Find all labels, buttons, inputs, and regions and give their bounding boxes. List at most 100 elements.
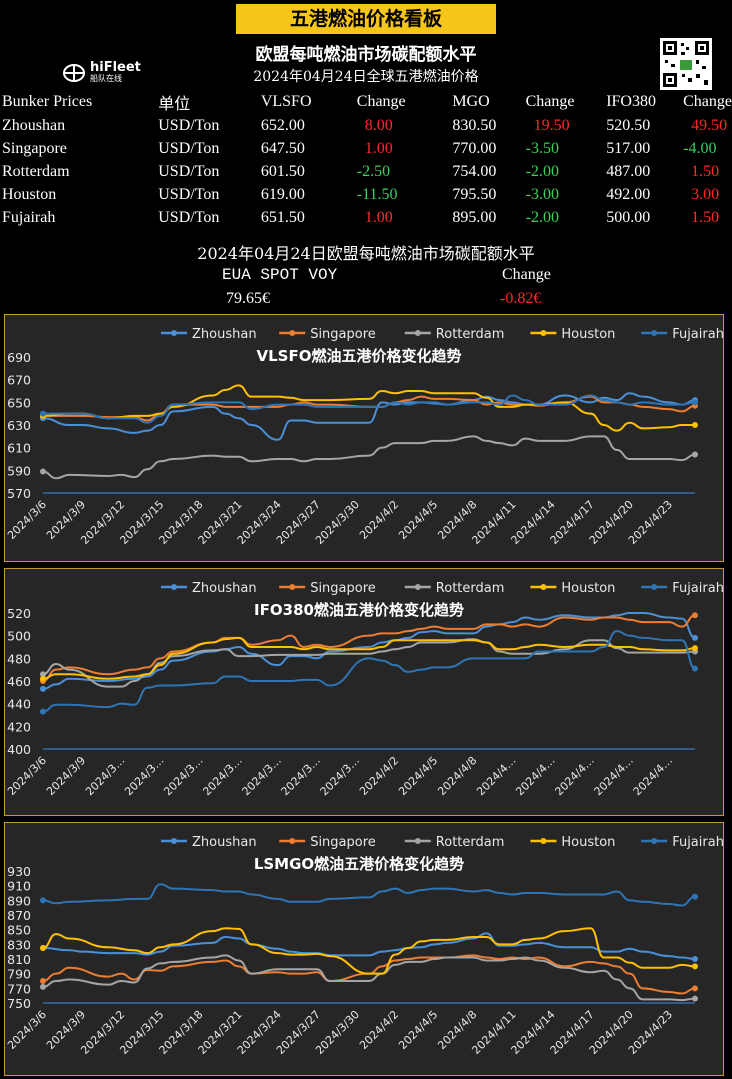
cell-ifo: 517.00 bbox=[606, 139, 651, 157]
cell-ifo: 500.00 bbox=[606, 208, 651, 226]
legend-marker bbox=[540, 330, 547, 336]
series-line-fujairah bbox=[43, 394, 696, 424]
x-tick-label: 2024/4/2 bbox=[357, 754, 401, 798]
table-row: Fujairah USD/Ton 651.50 1.00 895.00 -2.00 500.… bbox=[2, 206, 732, 229]
series-end-point bbox=[692, 995, 698, 1002]
logo-text: hiFleet bbox=[90, 60, 141, 75]
series-line-rotterdam bbox=[42, 435, 696, 480]
x-tick-label: 2024/3… bbox=[122, 754, 166, 798]
chart-title: IFO380燃油五港价格变化趋势 bbox=[254, 601, 464, 619]
y-tick-label: 400 bbox=[7, 742, 31, 757]
cell-ifo-chg: 3.00 bbox=[691, 185, 720, 203]
y-tick-label: 480 bbox=[7, 651, 31, 666]
y-tick-label: 890 bbox=[7, 893, 31, 908]
cell-mgo-chg: -2.00 bbox=[525, 162, 559, 180]
legend-marker bbox=[651, 838, 658, 844]
y-tick-label: 910 bbox=[7, 879, 31, 894]
series-start-point bbox=[40, 671, 46, 678]
series-end-point bbox=[692, 634, 698, 641]
x-tick-label: 2024/4/5 bbox=[396, 498, 440, 542]
cell-mgo: 754.00 bbox=[452, 162, 497, 180]
x-tick-label: 2024/3/6 bbox=[5, 1008, 49, 1052]
table-header: Change bbox=[356, 93, 406, 110]
board-subtitle: 欧盟每吨燃油市场碳配额水平 bbox=[255, 45, 477, 65]
hifleet-logo: hiFleet 船队在线 bbox=[62, 60, 152, 84]
x-tick-label: 2024/3… bbox=[318, 754, 362, 798]
series-line-rotterdam bbox=[42, 954, 696, 1002]
eua-title: 2024年04月24日欧盟每吨燃油市场碳配额水平 bbox=[197, 244, 535, 263]
legend-marker bbox=[540, 584, 547, 590]
legend-label: Fujairah bbox=[672, 835, 723, 850]
chart-title: LSMGO燃油五港价格变化趋势 bbox=[254, 855, 464, 873]
lsmgo-chart-panel: Zhoushan Singapore Rotterdam Houston Fujaira… bbox=[4, 822, 724, 1076]
cell-ifo-chg: 49.50 bbox=[691, 116, 728, 134]
x-tick-label: 2024/3… bbox=[240, 754, 284, 798]
legend-label: Rotterdam bbox=[436, 581, 505, 596]
y-tick-label: 930 bbox=[7, 864, 31, 879]
cell-mgo: 830.50 bbox=[452, 116, 497, 134]
legend-label: Singapore bbox=[310, 581, 376, 596]
cell-vlsfo: 651.50 bbox=[260, 208, 305, 226]
table-row: Zhoushan USD/Ton 652.00 8.00 830.50 19.50 520.… bbox=[2, 114, 732, 137]
cell-unit: USD/Ton bbox=[158, 116, 220, 134]
table-header: MGO bbox=[452, 93, 490, 110]
cell-mgo: 895.00 bbox=[452, 208, 497, 226]
x-tick-label: 2024/3… bbox=[161, 754, 205, 798]
cell-vlsfo: 601.50 bbox=[260, 162, 305, 180]
cell-ifo: 487.00 bbox=[606, 162, 651, 180]
cell-ifo-chg: 1.50 bbox=[691, 162, 720, 180]
legend-marker bbox=[289, 584, 296, 590]
qr-code-icon bbox=[660, 38, 712, 90]
legend-label: Fujairah bbox=[672, 327, 723, 342]
x-tick-label: 2024/4/5 bbox=[396, 1008, 440, 1052]
y-tick-label: 610 bbox=[7, 441, 31, 456]
table-row: Houston USD/Ton 619.00 -11.50 795.50 -3.00 492… bbox=[2, 183, 732, 206]
series-end-point bbox=[692, 612, 698, 619]
chart-title: VLSFO燃油五港价格变化趋势 bbox=[257, 347, 462, 365]
series-line-houston bbox=[42, 384, 695, 432]
legend-label: Singapore bbox=[310, 835, 376, 850]
legend-marker bbox=[651, 584, 658, 590]
cell-unit: USD/Ton bbox=[158, 185, 220, 203]
cell-vlsfo-chg: 1.00 bbox=[364, 139, 393, 157]
legend-marker bbox=[651, 330, 658, 336]
series-end-point bbox=[692, 645, 698, 652]
series-end-point bbox=[692, 963, 698, 970]
cell-mgo-chg: -2.00 bbox=[525, 208, 559, 226]
y-tick-label: 440 bbox=[7, 697, 31, 712]
series-start-point bbox=[40, 978, 46, 984]
cell-mgo-chg: 19.50 bbox=[533, 116, 570, 134]
legend-marker bbox=[171, 584, 177, 590]
series-start-point bbox=[40, 897, 46, 904]
x-tick-label: 2024/3/6 bbox=[5, 498, 49, 542]
series-end-point bbox=[692, 422, 698, 428]
legend-label: Fujairah bbox=[672, 581, 723, 596]
cell-vlsfo-chg: -2.50 bbox=[356, 162, 391, 180]
cell-vlsfo-chg: 8.00 bbox=[364, 116, 393, 134]
series-end-point bbox=[692, 956, 698, 962]
cell-port: Fujairah bbox=[2, 208, 56, 226]
cell-vlsfo: 619.00 bbox=[260, 185, 305, 203]
y-tick-label: 790 bbox=[7, 967, 31, 982]
bunker-price-table: Bunker Prices 单位 VLSFO Change MGO Change… bbox=[2, 90, 732, 229]
y-tick-label: 810 bbox=[7, 952, 31, 967]
ifo380-chart: Zhoushan Singapore Rotterdam Houston Fujaira… bbox=[5, 581, 724, 798]
logo-subtext: 船队在线 bbox=[90, 74, 122, 83]
cell-mgo: 770.00 bbox=[452, 139, 497, 157]
table-header-row: Bunker Prices 单位 VLSFO Change MGO Change… bbox=[2, 90, 732, 114]
series-end-point bbox=[692, 893, 698, 900]
cell-ifo-chg: 1.50 bbox=[691, 208, 720, 226]
vlsfo-chart-panel: Zhoushan Singapore Rotterdam Houston Fujaira… bbox=[4, 314, 724, 562]
y-tick-label: 770 bbox=[7, 981, 31, 996]
y-tick-label: 670 bbox=[7, 373, 31, 388]
x-tick-label: 2024/4/5 bbox=[396, 754, 440, 798]
y-tick-label: 690 bbox=[7, 350, 31, 365]
cell-mgo-chg: -3.00 bbox=[525, 185, 559, 203]
x-tick-label: 2024/4… bbox=[513, 754, 557, 798]
x-tick-label: 2024/3… bbox=[200, 754, 244, 798]
legend-marker bbox=[540, 838, 547, 844]
series-line-fujairah bbox=[42, 883, 696, 907]
legend-marker bbox=[414, 584, 421, 590]
series-start-point bbox=[40, 945, 46, 951]
eua-label: EUA SPOT VOY bbox=[222, 266, 338, 284]
